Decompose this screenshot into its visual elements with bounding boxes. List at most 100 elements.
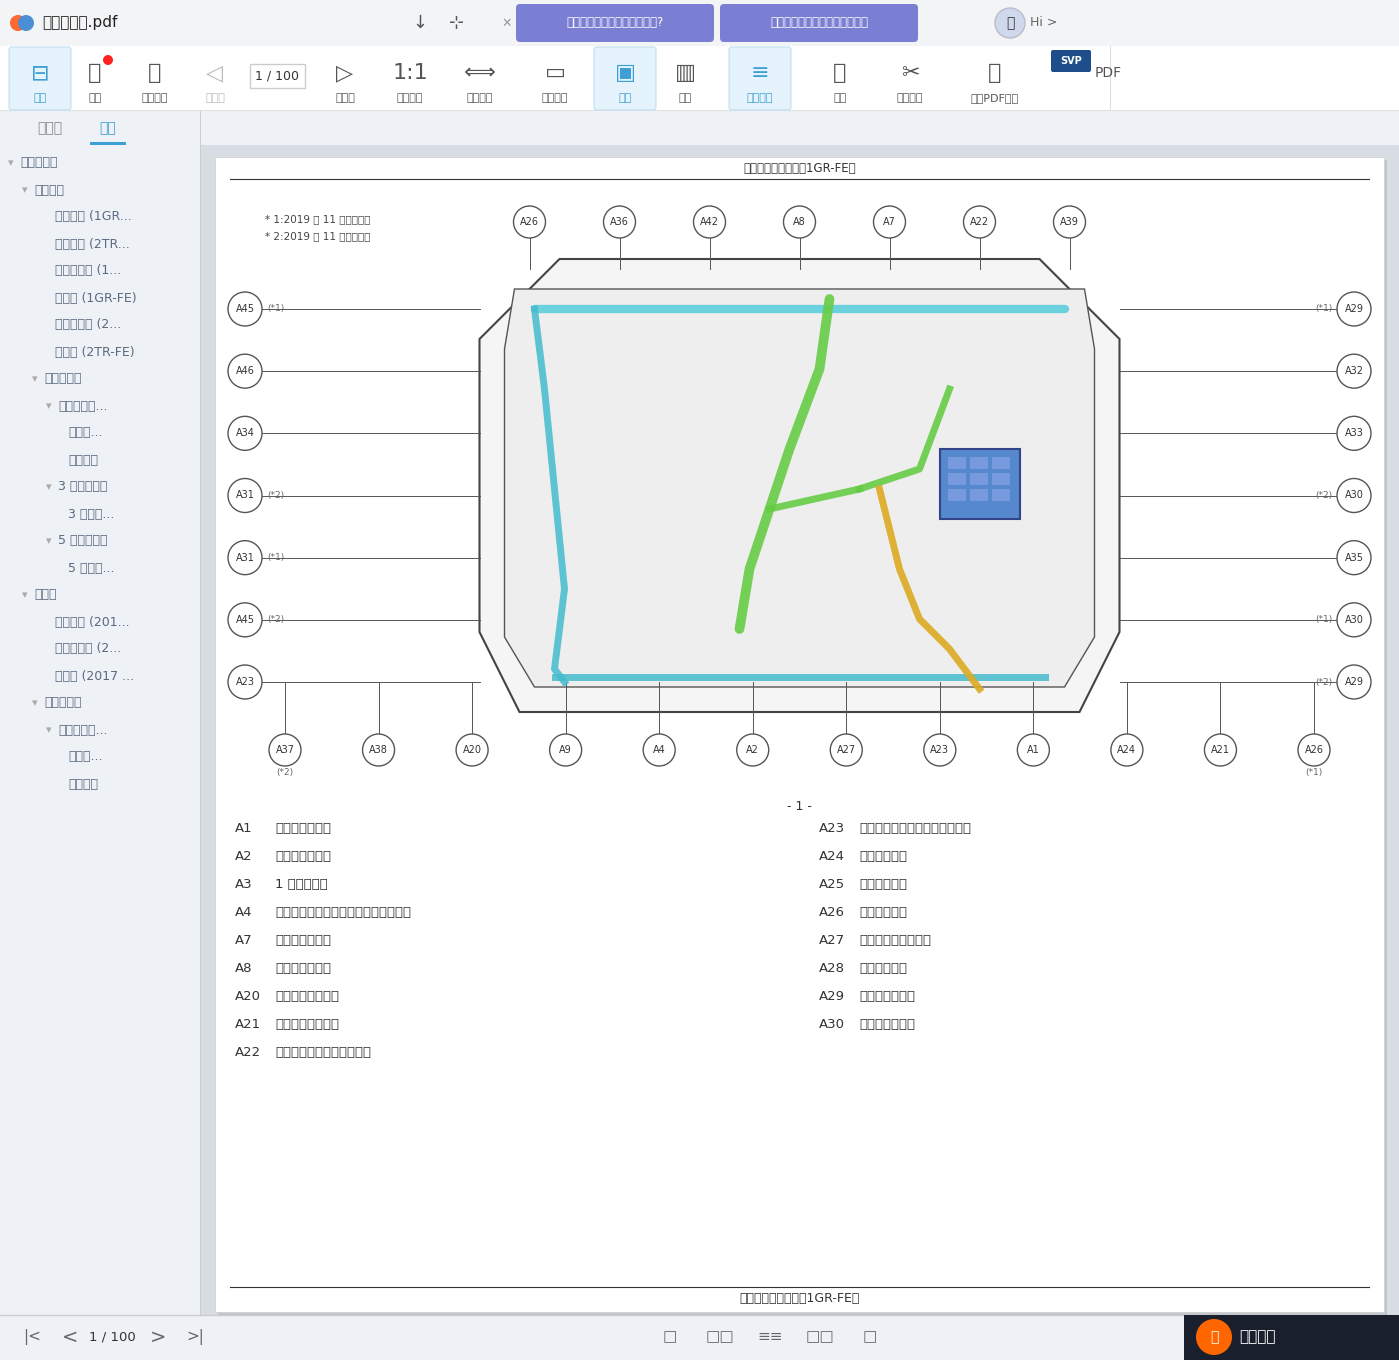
Bar (970, 457, 988, 469)
Text: A2: A2 (746, 745, 760, 755)
Text: 继电器位置: 继电器位置 (43, 696, 81, 710)
Text: ⟺: ⟺ (464, 63, 495, 83)
Text: ▥: ▥ (674, 63, 695, 83)
Text: □: □ (663, 1330, 677, 1345)
Text: A4: A4 (653, 745, 666, 755)
Text: 发动机盖门控灯开关: 发动机盖门控灯开关 (859, 934, 930, 948)
Circle shape (456, 734, 488, 766)
Circle shape (1337, 416, 1371, 450)
Circle shape (228, 416, 262, 450)
Text: * 1:2019 年 11 月之前生产: * 1:2019 年 11 月之前生产 (264, 214, 371, 224)
Circle shape (228, 541, 262, 575)
Text: 汽修帮手: 汽修帮手 (1240, 1330, 1276, 1345)
Text: A24: A24 (1118, 745, 1136, 755)
Circle shape (269, 734, 301, 766)
Text: A33: A33 (1344, 428, 1364, 438)
Text: ⊹: ⊹ (449, 14, 464, 33)
Text: 仪表板接线...: 仪表板接线... (57, 724, 108, 737)
Text: 适合宽度: 适合宽度 (467, 92, 494, 103)
Text: (*1): (*1) (267, 554, 284, 562)
Circle shape (1205, 734, 1237, 766)
Text: 制动执行器总成: 制动执行器总成 (276, 934, 332, 948)
Text: 5 号继电器盒: 5 号继电器盒 (57, 534, 108, 548)
Text: ▾: ▾ (46, 725, 52, 734)
Text: 发动机室: 发动机室 (34, 184, 64, 196)
Circle shape (1337, 602, 1371, 636)
Text: A28: A28 (818, 963, 845, 975)
Circle shape (513, 205, 546, 238)
Text: A20: A20 (235, 990, 262, 1004)
Circle shape (18, 15, 34, 31)
Text: 1 / 100: 1 / 100 (88, 1330, 136, 1344)
Text: 1 号压力开关: 1 号压力开关 (276, 879, 327, 892)
Text: 截图识字: 截图识字 (897, 92, 923, 103)
Text: >: > (150, 1327, 166, 1346)
Bar (0, 0, 1399, 46)
Circle shape (228, 665, 262, 699)
Text: 🔍: 🔍 (834, 63, 846, 83)
Bar (0, 1315, 1399, 1360)
Text: 左侧前照灯总成: 左侧前照灯总成 (859, 1019, 915, 1031)
FancyBboxPatch shape (516, 4, 713, 42)
Text: ▾: ▾ (32, 374, 38, 384)
Text: 打印: 打印 (88, 92, 102, 103)
Text: 仪表板: 仪表板 (34, 589, 56, 601)
Text: (*2): (*2) (1315, 677, 1332, 687)
Text: 线束和线束 (2...: 线束和线束 (2... (55, 642, 122, 656)
Text: 上一页: 上一页 (206, 92, 225, 103)
Polygon shape (480, 258, 1119, 713)
Text: A21: A21 (1212, 745, 1230, 755)
Text: A23: A23 (235, 677, 255, 687)
Text: ⊟: ⊟ (31, 63, 49, 83)
Text: 目录: 目录 (99, 121, 116, 135)
Text: (*2): (*2) (1315, 491, 1332, 500)
Text: 高音喇叭总成: 高音喇叭总成 (859, 879, 907, 892)
Bar (1184, 1315, 1399, 1360)
Text: 左侧雾灯总成: 左侧雾灯总成 (859, 963, 907, 975)
Text: A32: A32 (1344, 366, 1364, 377)
Circle shape (1337, 479, 1371, 513)
Circle shape (964, 205, 996, 238)
Circle shape (228, 602, 262, 636)
Text: 📷: 📷 (988, 63, 1002, 83)
Text: 影印PDF识别: 影印PDF识别 (971, 92, 1018, 103)
Text: Hi >: Hi > (1030, 16, 1058, 30)
Text: A23: A23 (930, 745, 950, 755)
Text: 环境温度传感器: 环境温度传感器 (276, 823, 332, 835)
Text: 发动机室零件位置（1GR-FE）: 发动机室零件位置（1GR-FE） (739, 1292, 860, 1306)
Text: A9: A9 (560, 745, 572, 755)
Bar (992, 473, 1010, 486)
Text: ✂: ✂ (901, 63, 919, 83)
Text: SVP: SVP (1060, 56, 1081, 67)
Bar (0, 46, 1399, 112)
Text: 线束和线束 (1...: 线束和线束 (1... (55, 264, 122, 277)
Circle shape (873, 205, 905, 238)
Text: 1 / 100: 1 / 100 (255, 69, 299, 83)
Text: A23: A23 (818, 823, 845, 835)
Text: 继电器位置: 继电器位置 (43, 373, 81, 385)
Text: □: □ (863, 1330, 877, 1345)
Bar (0, 112, 1399, 146)
Text: ▾: ▾ (22, 590, 28, 600)
Circle shape (1196, 1319, 1233, 1355)
Text: 实际大小: 实际大小 (397, 92, 424, 103)
Text: 内部电路: 内部电路 (69, 453, 98, 466)
Text: 警报喇叭总成: 警报喇叭总成 (859, 907, 907, 919)
Text: A26: A26 (520, 218, 539, 227)
Text: A26: A26 (818, 907, 845, 919)
Text: ✕: ✕ (502, 16, 512, 30)
Bar (970, 473, 988, 486)
FancyBboxPatch shape (1051, 50, 1091, 72)
Text: (*1): (*1) (1315, 305, 1332, 314)
Text: 下一页: 下一页 (336, 92, 355, 103)
Text: A22: A22 (235, 1046, 262, 1059)
Text: ▾: ▾ (46, 481, 52, 492)
Text: A45: A45 (235, 305, 255, 314)
Text: 单页: 单页 (618, 92, 631, 103)
Polygon shape (505, 290, 1094, 687)
Circle shape (1337, 354, 1371, 388)
FancyBboxPatch shape (8, 48, 71, 110)
Text: 发动机室零件位置（1GR-FE）: 发动机室零件位置（1GR-FE） (743, 162, 856, 174)
Text: A20: A20 (463, 745, 481, 755)
Bar (970, 490, 988, 500)
